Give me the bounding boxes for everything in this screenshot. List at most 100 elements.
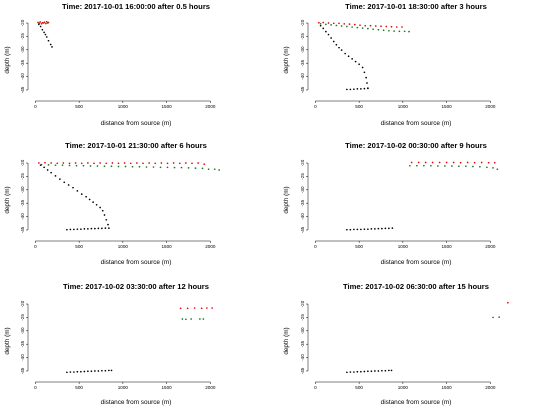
- x-tick-label: 500: [75, 104, 83, 109]
- data-point-series-2: [99, 206, 101, 209]
- data-point-series-2: [73, 228, 75, 231]
- data-point-series-0: [322, 21, 325, 24]
- data-point-series-2: [346, 228, 348, 231]
- data-point-series-2: [358, 63, 360, 66]
- data-point-series-2: [384, 369, 387, 372]
- data-point-series-1: [356, 26, 359, 29]
- data-point-series-0: [38, 162, 40, 164]
- data-point-series-1: [180, 166, 183, 169]
- x-axis-label: distance from source (m): [101, 120, 172, 127]
- data-point-series-0: [178, 162, 181, 165]
- x-tick-label: 0: [314, 244, 317, 249]
- x-tick-label: 1500: [442, 104, 453, 109]
- data-point-series-1: [492, 167, 494, 169]
- data-point-series-2: [377, 370, 380, 372]
- data-point-series-2: [80, 193, 83, 195]
- y-tick-label: -25: [300, 33, 305, 40]
- data-point-series-1: [131, 165, 134, 168]
- data-point-series-2: [94, 370, 96, 372]
- data-point-series-1: [409, 164, 411, 167]
- data-point-series-0: [160, 162, 163, 164]
- data-point-series-1: [110, 165, 113, 168]
- data-point-series-2: [360, 88, 362, 90]
- data-point-series-2: [370, 228, 373, 230]
- data-point-series-0: [211, 307, 213, 309]
- data-point-series-2: [38, 23, 40, 26]
- data-point-series-0: [401, 26, 403, 28]
- data-point-series-0: [87, 162, 89, 164]
- y-tick-label: -45: [300, 86, 305, 93]
- x-tick-label: 2000: [485, 385, 496, 390]
- y-tick-label: -40: [20, 213, 25, 220]
- data-point-series-1: [202, 318, 205, 320]
- y-axis-label: depth (m): [283, 186, 290, 213]
- data-point-series-2: [322, 27, 325, 30]
- data-point-series-0: [111, 162, 114, 164]
- data-point-series-0: [343, 22, 346, 25]
- data-point-series-1: [68, 164, 71, 167]
- data-point-series-2: [39, 164, 42, 167]
- y-tick-label: -25: [20, 314, 25, 321]
- data-point-series-2: [44, 33, 47, 36]
- data-point-series-0: [459, 161, 462, 164]
- data-point-series-2: [54, 175, 57, 177]
- data-point-series-1: [479, 165, 481, 168]
- data-point-series-1: [173, 166, 176, 169]
- data-point-series-0: [410, 161, 413, 164]
- x-tick-label: 1000: [118, 104, 129, 109]
- data-point-series-0: [380, 25, 382, 28]
- data-point-series-2: [90, 227, 93, 230]
- data-point-series-2: [360, 228, 362, 231]
- y-tick-label: -45: [20, 86, 25, 93]
- data-point-series-1: [423, 164, 425, 167]
- data-point-series-1: [465, 165, 467, 168]
- data-point-series-0: [117, 162, 120, 165]
- data-point-series-1: [185, 318, 187, 321]
- data-point-series-1: [103, 165, 106, 168]
- x-tick-label: 1000: [398, 104, 409, 109]
- data-point-series-0: [136, 162, 138, 164]
- x-tick-label: 500: [75, 385, 83, 390]
- x-tick-label: 0: [34, 104, 37, 109]
- panel-title: Time: 2017-10-01 21:30:00 after 6 hours: [65, 141, 207, 150]
- y-tick-label: -35: [300, 340, 305, 347]
- data-point-series-1: [145, 166, 148, 168]
- data-point-series-0: [348, 23, 351, 25]
- data-point-series-2: [338, 46, 340, 49]
- y-tick-label: -25: [20, 33, 25, 40]
- data-point-series-0: [197, 162, 199, 164]
- data-point-series-0: [424, 161, 427, 164]
- data-point-series-0: [80, 162, 83, 165]
- data-point-series-2: [66, 371, 68, 374]
- data-point-series-1: [159, 166, 162, 169]
- data-point-series-2: [43, 31, 45, 34]
- y-tick-label: -20: [300, 300, 305, 307]
- x-tick-label: 500: [355, 244, 363, 249]
- data-point-series-2: [363, 87, 366, 90]
- x-tick-label: 1000: [118, 385, 129, 390]
- data-point-series-0: [148, 162, 150, 164]
- data-point-series-2: [340, 49, 343, 51]
- y-tick-label: -40: [300, 354, 305, 361]
- data-point-series-1: [472, 165, 474, 168]
- x-tick-label: 2000: [205, 104, 216, 109]
- data-point-series-0: [142, 162, 144, 165]
- data-point-series-0: [493, 161, 496, 164]
- y-tick-label: -25: [300, 314, 305, 321]
- x-tick-label: 500: [355, 104, 363, 109]
- data-point-series-2: [388, 227, 390, 230]
- data-point-series-2: [85, 195, 87, 198]
- data-point-series-0: [338, 22, 340, 25]
- data-point-series-0: [364, 24, 367, 27]
- data-point-series-0: [417, 161, 420, 164]
- x-tick-label: 1000: [398, 244, 409, 249]
- data-point-series-2: [67, 184, 70, 186]
- y-axis-label: depth (m): [283, 46, 290, 73]
- data-point-series-1: [340, 25, 343, 27]
- data-point-series-2: [108, 227, 110, 229]
- data-point-series-1: [444, 165, 446, 167]
- data-point-series-1: [166, 166, 169, 169]
- x-tick-label: 2000: [205, 385, 216, 390]
- data-point-series-2: [43, 166, 45, 169]
- panel-2: Time: 2017-10-01 21:30:00 after 6 hours …: [4, 141, 220, 266]
